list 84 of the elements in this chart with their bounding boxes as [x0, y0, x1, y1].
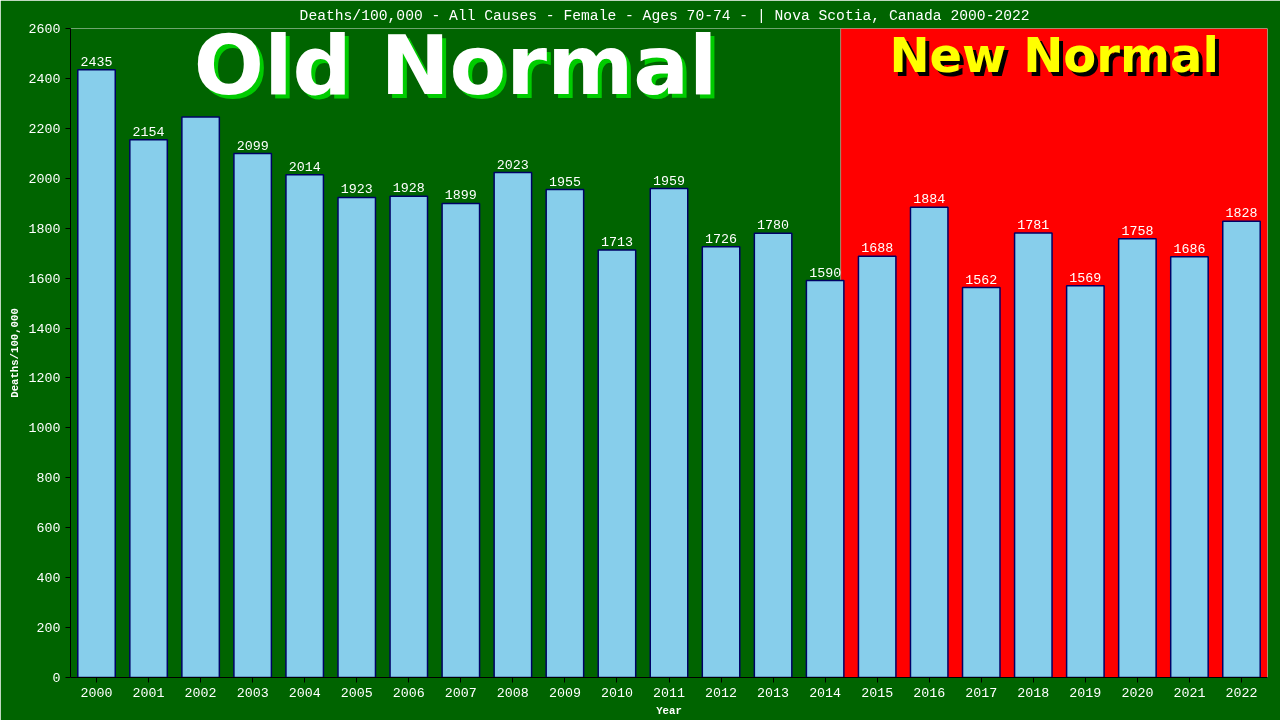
data-label: 1686 — [1173, 241, 1206, 257]
y-tick-label: 2600 — [28, 22, 61, 37]
data-label: 1928 — [392, 181, 425, 197]
x-tick-label: 2016 — [913, 685, 946, 701]
data-label: 2099 — [236, 138, 269, 154]
y-tick-label: 200 — [36, 621, 61, 637]
data-label: 1955 — [548, 174, 581, 190]
data-label: 1828 — [1225, 206, 1258, 222]
y-tick-label: 600 — [36, 521, 61, 537]
bar — [1221, 220, 1261, 678]
data-label: 1781 — [1017, 217, 1050, 233]
data-label: 1713 — [600, 234, 633, 250]
x-tick-label: 2005 — [340, 685, 373, 701]
bar — [1013, 232, 1053, 678]
x-tick-label: 2015 — [861, 685, 894, 701]
data-label: 2023 — [496, 157, 529, 173]
y-tick-label: 800 — [36, 471, 61, 487]
bar — [337, 196, 377, 678]
bar — [285, 174, 325, 678]
x-tick-label: 2007 — [444, 685, 477, 701]
bar — [441, 202, 481, 678]
bar — [389, 195, 429, 678]
x-tick-label: 2018 — [1017, 685, 1050, 701]
x-tick-label: 2012 — [705, 685, 738, 701]
chart-title: Deaths/100,000 - All Causes - Female - Ages 70-74 - | Nova Scotia, Canada 2000-2022 — [299, 7, 1030, 24]
data-label: 1688 — [861, 241, 894, 257]
data-label: 1959 — [653, 173, 685, 189]
data-label: 2435 — [80, 54, 113, 70]
y-tick-label: 400 — [36, 571, 61, 587]
x-tick-label: 2004 — [288, 685, 321, 701]
data-label: 1562 — [965, 272, 998, 288]
y-tick-label: 0 — [52, 671, 61, 686]
bar — [597, 249, 637, 678]
x-tick-label: 2011 — [653, 685, 685, 701]
y-tick-label: 2000 — [28, 171, 61, 187]
x-tick-label: 2022 — [1225, 685, 1258, 701]
y-tick-label: 1000 — [28, 421, 61, 437]
bar — [1065, 285, 1105, 678]
x-axis-title: Year — [656, 704, 682, 717]
x-tick-label: 2014 — [809, 685, 842, 701]
y-tick-label: 1200 — [28, 371, 61, 387]
x-tick-label: 2002 — [184, 685, 217, 701]
x-tick-label: 2017 — [965, 685, 998, 701]
bar — [129, 139, 169, 678]
bar — [909, 206, 949, 678]
data-label: 1899 — [444, 188, 477, 204]
x-tick-label: 2001 — [132, 685, 165, 701]
data-label: 2014 — [288, 159, 321, 175]
bar — [1117, 237, 1157, 678]
x-tick-label: 2010 — [600, 685, 633, 701]
x-tick-label: 2008 — [496, 685, 529, 701]
y-axis-title: Deaths/100,000 — [8, 308, 21, 398]
bar — [857, 255, 897, 678]
bar — [233, 152, 273, 678]
data-label: 1923 — [340, 182, 373, 198]
data-label: 1758 — [1121, 223, 1154, 239]
bar — [493, 171, 533, 678]
y-tick-label: 1800 — [28, 221, 61, 237]
bar — [77, 68, 117, 678]
x-tick-label: 2003 — [236, 685, 269, 701]
bar — [1169, 255, 1209, 678]
x-tick-label: 2006 — [392, 685, 425, 701]
x-tick-label: 2013 — [757, 685, 790, 701]
x-tick-label: 2020 — [1121, 685, 1154, 701]
y-tick-label: 2400 — [28, 71, 61, 87]
x-tick-label: 2009 — [548, 685, 581, 701]
bar — [545, 188, 585, 678]
data-label: 1884 — [913, 192, 946, 208]
data-label: 1780 — [757, 218, 790, 234]
bar — [701, 245, 741, 678]
data-label: 2154 — [132, 124, 165, 140]
data-label: 1726 — [705, 231, 738, 247]
bar — [181, 116, 221, 678]
data-label: 1569 — [1069, 270, 1102, 286]
x-tick-label: 2000 — [80, 685, 113, 701]
x-tick-label: 2021 — [1173, 685, 1206, 701]
x-tick-label: 2019 — [1069, 685, 1102, 701]
y-tick-label: 2200 — [28, 121, 61, 137]
y-tick-label: 1600 — [28, 271, 61, 287]
bar — [649, 187, 689, 678]
bar — [961, 286, 1001, 678]
bar — [805, 279, 845, 678]
y-tick-label: 1400 — [28, 321, 61, 337]
bar — [753, 232, 793, 678]
